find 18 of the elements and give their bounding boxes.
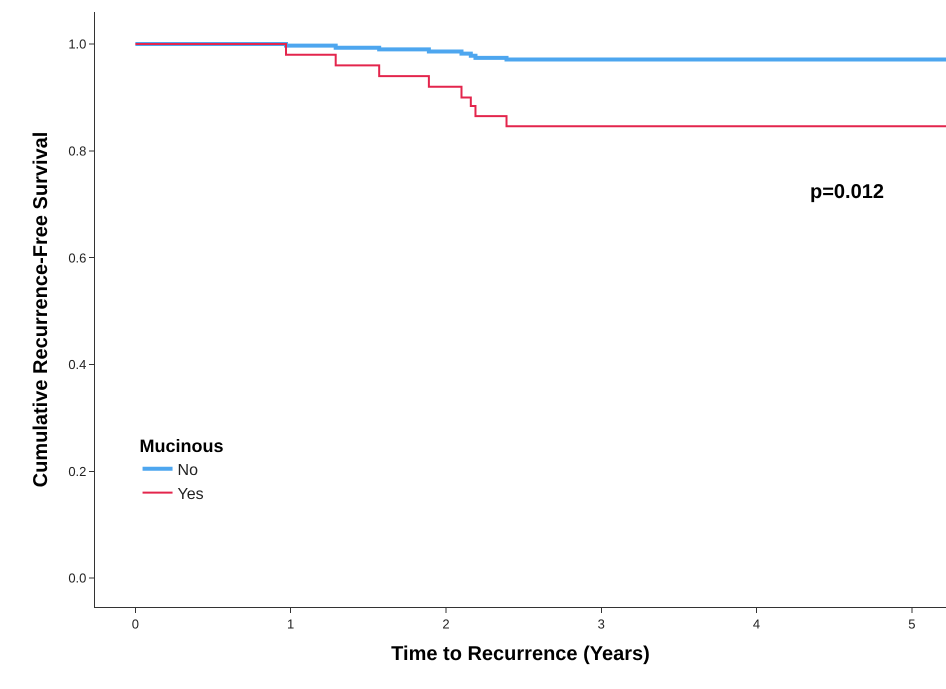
legend-label: No [178, 462, 198, 480]
x-tick-label: 2 [442, 616, 450, 632]
x-tick-label: 4 [752, 616, 760, 632]
x-axis-title: Time to Recurrence (Years) [391, 643, 650, 666]
y-tick-label: 0.6 [68, 250, 86, 266]
y-axis-title: Cumulative Recurrence-Free Survival [30, 132, 52, 488]
legend-label: Yes [178, 486, 204, 503]
x-tick-label: 3 [598, 616, 605, 632]
legend-title: Mucinous [140, 436, 224, 456]
x-tick-label: 5 [908, 616, 916, 632]
x-tick-label: 0 [132, 616, 139, 632]
annotation: p=0.012 [810, 181, 884, 203]
y-tick-label: 0.4 [68, 357, 86, 372]
y-tick-label: 1.0 [68, 36, 86, 52]
y-tick-label: 0.2 [68, 464, 86, 479]
y-tick-label: 0.8 [68, 143, 86, 158]
x-tick-label: 1 [287, 616, 294, 632]
y-tick-label: 0.0 [68, 570, 86, 586]
